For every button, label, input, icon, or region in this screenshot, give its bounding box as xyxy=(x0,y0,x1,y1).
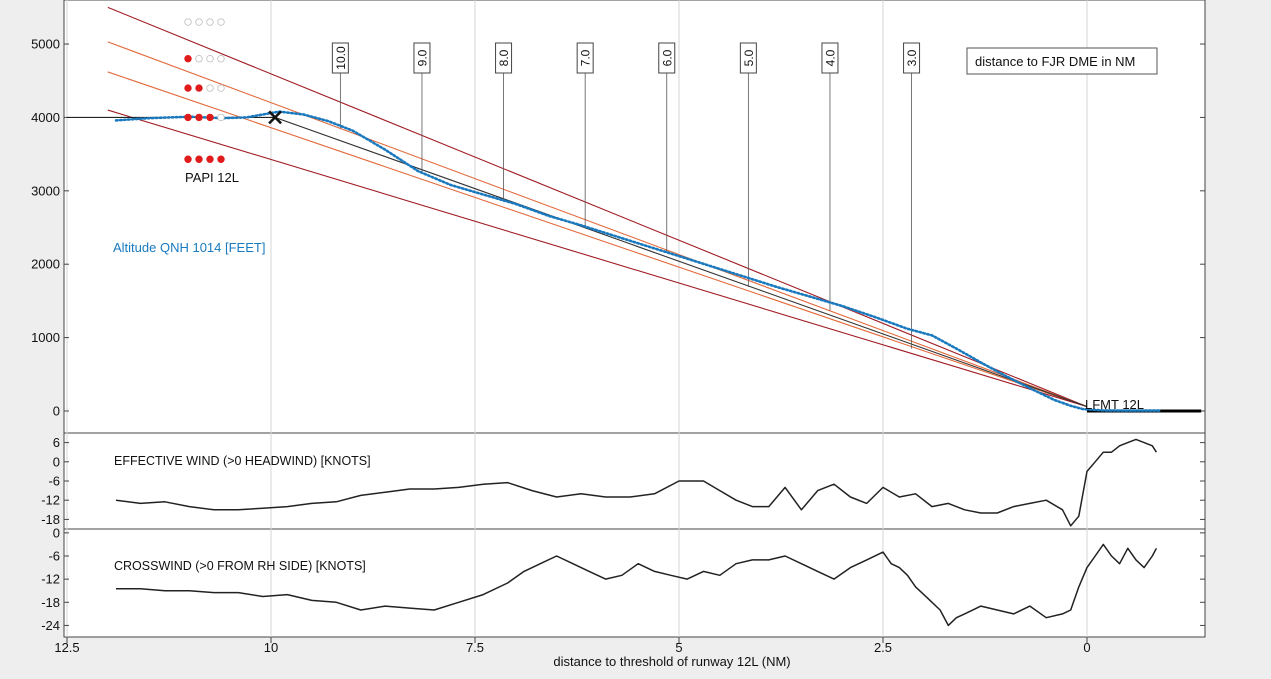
effective-wind-panel: 6 0 -6 -12 -18 xyxy=(41,435,1205,527)
x-tick-label: 5 xyxy=(675,640,682,655)
papi-light xyxy=(195,84,203,92)
y-tick-label: -6 xyxy=(48,549,60,564)
x-axis-title: distance to threshold of runway 12L (NM) xyxy=(553,654,790,669)
altitude-panel: 0 1000 2000 3000 4000 5000 10.0 9.0 8.0 7.0 6.0 5.0… xyxy=(31,6,1205,418)
dme-marker-label: 8.0 xyxy=(497,49,511,66)
crosswind-panel: 0 -6 -12 -18 -24 xyxy=(41,525,1205,633)
altitude-trace xyxy=(114,110,1162,412)
dme-marker-label: 4.0 xyxy=(823,49,837,66)
dme-legend-text: distance to FJR DME in NM xyxy=(975,54,1135,69)
y-tick-label: 0 xyxy=(53,454,60,469)
y-tick-label: -18 xyxy=(41,512,60,527)
papi-light xyxy=(217,155,225,163)
dme-marker-box xyxy=(658,42,676,74)
x-tick-label: 2.5 xyxy=(874,640,892,655)
papi-light xyxy=(206,84,214,92)
x-tick-label: 12.5 xyxy=(54,640,79,655)
y-tick-label: -12 xyxy=(41,572,60,587)
vertical-gridlines xyxy=(66,0,1088,637)
papi-light xyxy=(195,18,203,26)
x-tick-label: 10 xyxy=(264,640,278,655)
plot-area xyxy=(63,0,1206,638)
papi-light xyxy=(217,18,225,26)
papi-light xyxy=(195,55,203,63)
dme-marker-box xyxy=(821,42,839,74)
dme-marker-label: 9.0 xyxy=(415,49,429,66)
y-tick-label: -18 xyxy=(41,595,60,610)
dme-marker-label: 7.0 xyxy=(579,49,593,66)
dme-legend-box xyxy=(966,47,1158,75)
x-tick-label: 7.5 xyxy=(466,640,484,655)
x-tick-label: 0 xyxy=(1083,640,1090,655)
crosswind-label: CROSSWIND (>0 FROM RH SIDE) [KNOTS] xyxy=(114,559,366,573)
crosswind-trace xyxy=(116,543,1158,627)
dme-marker-box xyxy=(331,42,349,74)
y-tick-label: 1000 xyxy=(31,330,60,345)
dme-legend: distance to FJR DME in NM xyxy=(966,47,1158,75)
y-tick-label: 4000 xyxy=(31,110,60,125)
dme-marker-label: 6.0 xyxy=(660,49,674,66)
dme-marker-box xyxy=(413,42,431,74)
papi-light xyxy=(195,155,203,163)
papi-light xyxy=(206,18,214,26)
y-tick-label: -24 xyxy=(41,618,60,633)
runway-label: LFMT 12L xyxy=(1085,397,1144,412)
papi-label: PAPI 12L xyxy=(185,170,239,185)
panel-frames xyxy=(63,0,1206,638)
dme-marker-label: 10.0 xyxy=(334,46,348,70)
dme-marker-box xyxy=(903,42,921,74)
glide-path-line xyxy=(107,71,1088,408)
fix-marker-stroke-2 xyxy=(268,110,282,125)
papi-light xyxy=(206,55,214,63)
altitude-series-label: Altitude QNH 1014 [FEET] xyxy=(113,240,265,255)
dme-marker-label: 3.0 xyxy=(905,49,919,66)
papi-light xyxy=(184,84,192,92)
effective-wind-trace xyxy=(115,438,1158,527)
y-tick-label: 3000 xyxy=(31,183,60,198)
dme-marker-box xyxy=(495,42,513,74)
glide-path-line xyxy=(107,41,1088,408)
papi-light xyxy=(217,113,225,122)
dme-marker-box xyxy=(576,42,594,74)
x-axis: 12.5 10 7.5 5 2.5 0 xyxy=(54,637,1091,655)
effective-wind-label: EFFECTIVE WIND (>0 HEADWIND) [KNOTS] xyxy=(114,454,371,468)
y-tick-label: 0 xyxy=(53,525,60,540)
papi-light xyxy=(184,18,192,26)
y-tick-label: 5000 xyxy=(31,37,60,52)
y-tick-label: 2000 xyxy=(31,257,60,272)
papi-light xyxy=(206,113,214,122)
papi-light xyxy=(217,84,225,92)
y-tick-label: 6 xyxy=(53,435,60,450)
papi-light xyxy=(184,155,192,163)
papi-light xyxy=(206,155,214,163)
dme-marker-box xyxy=(739,42,757,74)
glide-path-line xyxy=(107,6,1088,408)
papi-light xyxy=(184,55,192,63)
papi-light xyxy=(195,113,203,122)
y-tick-label: -6 xyxy=(48,474,60,489)
dme-marker-label: 5.0 xyxy=(742,49,756,66)
y-tick-label: 0 xyxy=(53,403,60,418)
papi-light xyxy=(184,113,192,122)
glide-path-line xyxy=(107,109,1088,408)
papi-light xyxy=(217,55,225,63)
y-tick-label: -12 xyxy=(41,493,60,508)
